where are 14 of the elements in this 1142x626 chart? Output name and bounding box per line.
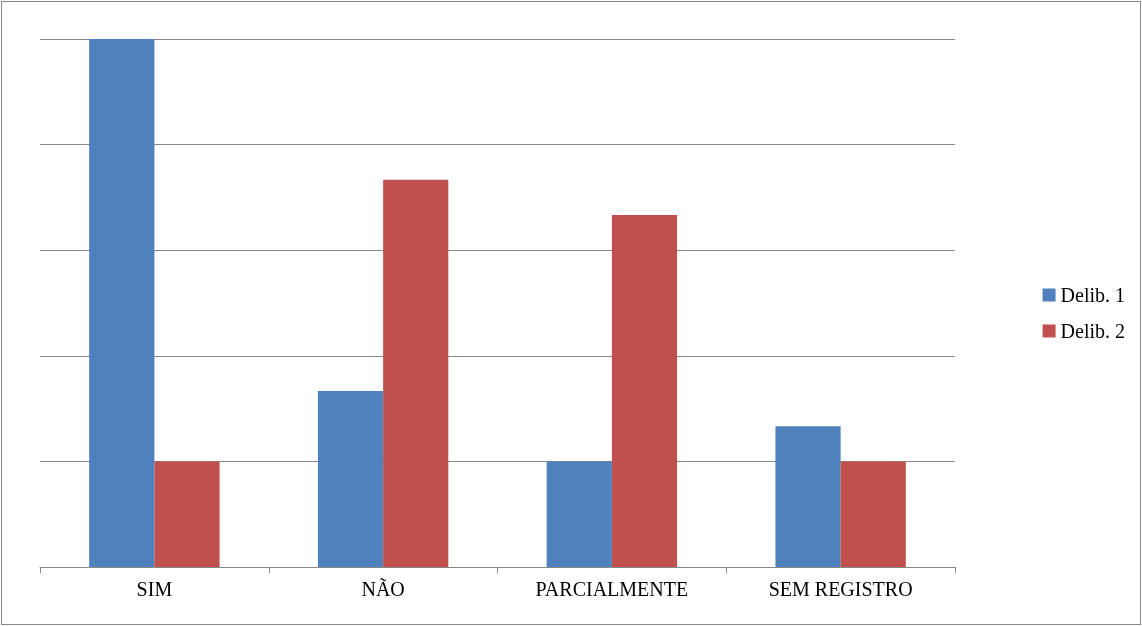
bar: [840, 461, 906, 567]
x-tick-label: PARCIALMENTE: [535, 578, 689, 600]
x-tick-label: SEM REGISTRO: [768, 578, 913, 600]
bar: [611, 214, 678, 567]
bar: [383, 179, 449, 567]
legend-label: Delib. 1: [1060, 284, 1125, 306]
bar: [154, 461, 220, 567]
legend-label: Delib. 2: [1060, 320, 1125, 342]
bar: [89, 39, 155, 567]
bar: [546, 461, 612, 567]
x-tick-label: NÃO: [361, 577, 405, 600]
x-tick-label: SIM: [136, 578, 173, 600]
bar: [775, 426, 841, 567]
bar: [317, 391, 384, 567]
